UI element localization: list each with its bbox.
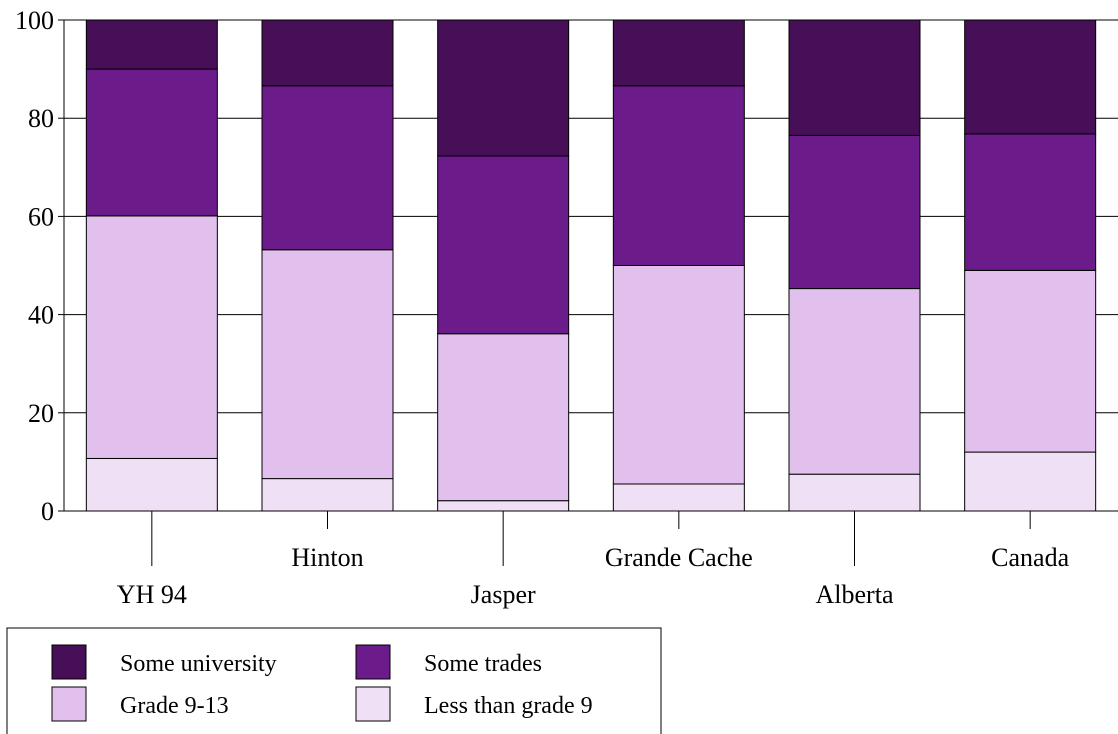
bar-segment <box>612 265 745 485</box>
bar-segment <box>437 333 570 502</box>
legend-label: Some trades <box>424 651 542 677</box>
legend-swatch <box>51 644 87 680</box>
y-tick-label: 60 <box>28 202 54 231</box>
bar-segment <box>85 215 218 459</box>
y-tick-label: 40 <box>28 301 54 330</box>
bars-layer <box>85 19 1097 512</box>
bar-segment <box>964 133 1097 271</box>
bar-segment <box>437 500 570 512</box>
bar-segment <box>964 269 1097 453</box>
bar-segment <box>612 85 745 266</box>
legend-label: Grade 9-13 <box>120 693 229 719</box>
bar-segment <box>964 451 1097 512</box>
x-category-label: Grande Cache <box>605 543 753 572</box>
y-tick-label: 80 <box>28 104 54 133</box>
legend-label: Less than grade 9 <box>424 693 593 719</box>
bar-segment <box>437 155 570 335</box>
bar-segment <box>261 478 394 512</box>
x-category-label: YH 94 <box>117 580 187 609</box>
bar-segment <box>788 134 921 290</box>
legend-swatch <box>355 644 391 680</box>
legend: Some university Some trades Grade 9-13 Less… <box>6 627 662 734</box>
x-category-label: Canada <box>991 543 1069 572</box>
y-tick-label: 0 <box>41 497 54 526</box>
legend-label: Some university <box>120 651 277 677</box>
legend-swatch <box>355 686 391 722</box>
x-category-label: Alberta <box>816 580 894 609</box>
grid-layer <box>64 19 1118 512</box>
legend-box <box>6 627 662 734</box>
x-category-label: Jasper <box>471 580 536 609</box>
y-tick-label: 100 <box>15 6 54 35</box>
bar-segment <box>261 85 394 251</box>
legend-swatch <box>51 686 87 722</box>
bar-segment <box>261 249 394 480</box>
bar-segment <box>788 19 921 136</box>
y-tick-label: 20 <box>28 399 54 428</box>
bar-segment <box>612 483 745 512</box>
bar-segment <box>437 19 570 157</box>
bar-segment <box>788 473 921 512</box>
bar-segment <box>964 19 1097 135</box>
x-category-label: Hinton <box>291 543 363 572</box>
bar-segment <box>85 68 218 217</box>
bar-segment <box>85 19 218 70</box>
bar-segment <box>788 288 921 475</box>
bar-segment <box>612 19 745 87</box>
axis-layer: 0 20 40 60 80 100 YH 94 Hinton Jasper Grande Cach… <box>15 6 1118 609</box>
bar-segment <box>261 19 394 87</box>
bar-segment <box>85 457 218 512</box>
